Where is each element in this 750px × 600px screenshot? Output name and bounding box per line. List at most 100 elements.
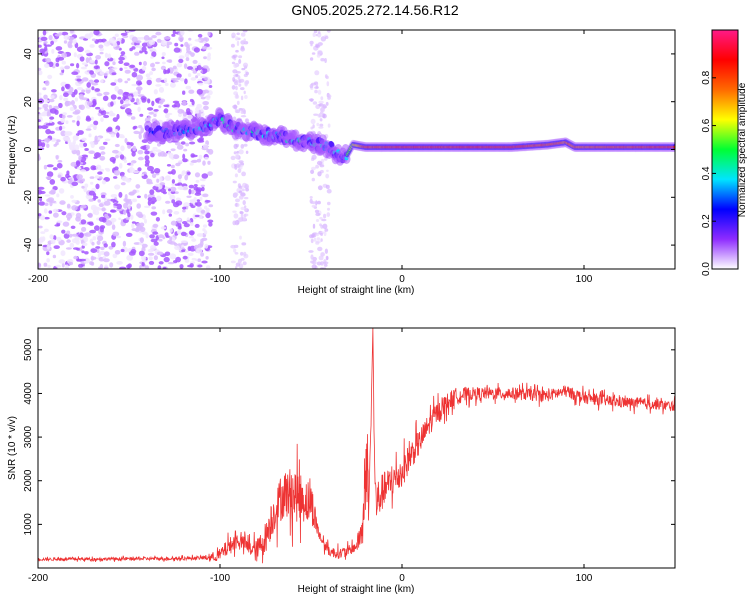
heatmap-cell	[236, 32, 240, 36]
heatmap-cell	[238, 190, 243, 194]
heatmap-cell	[207, 219, 214, 223]
heatmap-cell	[190, 205, 196, 209]
heatmap-cell	[237, 168, 242, 173]
heatmap-cell	[155, 84, 162, 87]
heatmap-cell	[186, 171, 191, 175]
heatmap-cell	[196, 88, 203, 95]
spectrogram-y-tick-label: -40	[23, 237, 34, 252]
heatmap-cell	[159, 151, 166, 157]
heatmap-cell	[65, 264, 69, 269]
colorbar-tick-label: 0.2	[701, 214, 712, 228]
heatmap-cell	[315, 219, 320, 222]
heatmap-cell	[65, 247, 72, 250]
heatmap-cell	[110, 94, 117, 100]
heatmap-cell	[153, 255, 158, 261]
heatmap-cell	[130, 162, 134, 167]
heatmap-cell	[166, 164, 172, 167]
heatmap-cell	[152, 185, 159, 191]
heatmap-cell	[38, 186, 45, 190]
heatmap-cell	[147, 165, 154, 172]
heatmap-cell	[151, 173, 157, 179]
heatmap-cell	[242, 261, 247, 266]
heatmap-cell	[197, 140, 205, 143]
heatmap-cell	[162, 191, 167, 195]
heatmap-cell	[70, 161, 78, 167]
colorbar: 0.0 0.2 0.4 0.6 0.8 Normalized spectral ampl…	[701, 29, 748, 276]
heatmap-cell	[242, 30, 248, 33]
heatmap-cell	[162, 236, 166, 240]
heatmap-cell	[236, 40, 240, 47]
heatmap-cell	[72, 39, 77, 45]
heatmap-cell	[321, 218, 327, 222]
heatmap-cell	[164, 175, 171, 181]
heatmap-cell	[62, 221, 70, 227]
heatmap-cell	[184, 78, 188, 85]
heatmap-cell	[208, 222, 213, 227]
heatmap-cell	[44, 80, 50, 86]
heatmap-cell	[98, 266, 103, 269]
heatmap-cell	[104, 61, 110, 67]
heatmap-cell	[56, 193, 60, 198]
heatmap-cell	[138, 125, 143, 129]
heatmap-cell	[109, 198, 117, 202]
heatmap-cell	[48, 35, 53, 41]
heatmap-cell	[197, 264, 203, 268]
heatmap-cell	[153, 241, 159, 246]
heatmap-cell	[189, 141, 196, 145]
heatmap-cell	[49, 119, 53, 124]
heatmap-cell	[150, 62, 155, 68]
heatmap-cell	[76, 46, 84, 53]
heatmap-cell	[324, 58, 327, 63]
heatmap-cell	[100, 117, 104, 122]
heatmap-cell	[182, 111, 187, 117]
heatmap-cell	[56, 220, 63, 224]
heatmap-cell	[67, 41, 72, 48]
heatmap-cell	[76, 75, 81, 78]
heatmap-cell	[182, 206, 187, 210]
heatmap-cell	[55, 46, 63, 51]
heatmap-cell	[71, 238, 79, 244]
heatmap-cell	[100, 79, 104, 83]
heatmap-cell	[182, 221, 188, 225]
heatmap-cell	[91, 86, 95, 91]
heatmap-cell	[172, 154, 180, 160]
heatmap-cell	[123, 202, 128, 209]
heatmap-cell	[316, 261, 322, 266]
heatmap-cell	[71, 233, 79, 237]
heatmap-cell	[171, 169, 176, 175]
heatmap-cell	[195, 179, 200, 183]
heatmap-cell	[323, 231, 327, 237]
heatmap-cell	[155, 77, 162, 83]
heatmap-cell	[238, 78, 245, 83]
heatmap-cell	[75, 160, 81, 165]
heatmap-cell	[241, 171, 247, 177]
heatmap-cell	[323, 263, 328, 267]
heatmap-cell	[88, 150, 95, 154]
heatmap-cell	[117, 96, 122, 100]
heatmap-cell	[78, 105, 83, 110]
heatmap-cell	[193, 47, 200, 53]
heatmap-cell	[57, 56, 65, 61]
heatmap-cell	[189, 217, 194, 224]
heatmap-cell	[240, 110, 245, 114]
heatmap-cell	[46, 111, 51, 116]
heatmap-cell	[163, 256, 170, 263]
heatmap-cell	[314, 86, 319, 89]
heatmap-cell	[61, 31, 69, 36]
heatmap-cell	[234, 252, 239, 255]
heatmap-cell	[150, 238, 158, 243]
heatmap-cell	[230, 260, 236, 264]
heatmap-cell	[176, 144, 184, 150]
heatmap-cell	[164, 82, 169, 87]
heatmap-cell	[180, 141, 186, 145]
heatmap-cell	[325, 75, 329, 80]
snr-y-tick-label: 2000	[23, 469, 34, 492]
heatmap-cell	[167, 68, 171, 74]
heatmap-cell	[183, 63, 188, 69]
heatmap-cell	[208, 85, 213, 88]
spectrogram-y-tick-label: 20	[23, 96, 34, 108]
heatmap-cell	[64, 65, 70, 70]
heatmap-cell	[240, 32, 246, 37]
heatmap-cell	[97, 199, 101, 203]
heatmap-cell	[109, 66, 113, 73]
